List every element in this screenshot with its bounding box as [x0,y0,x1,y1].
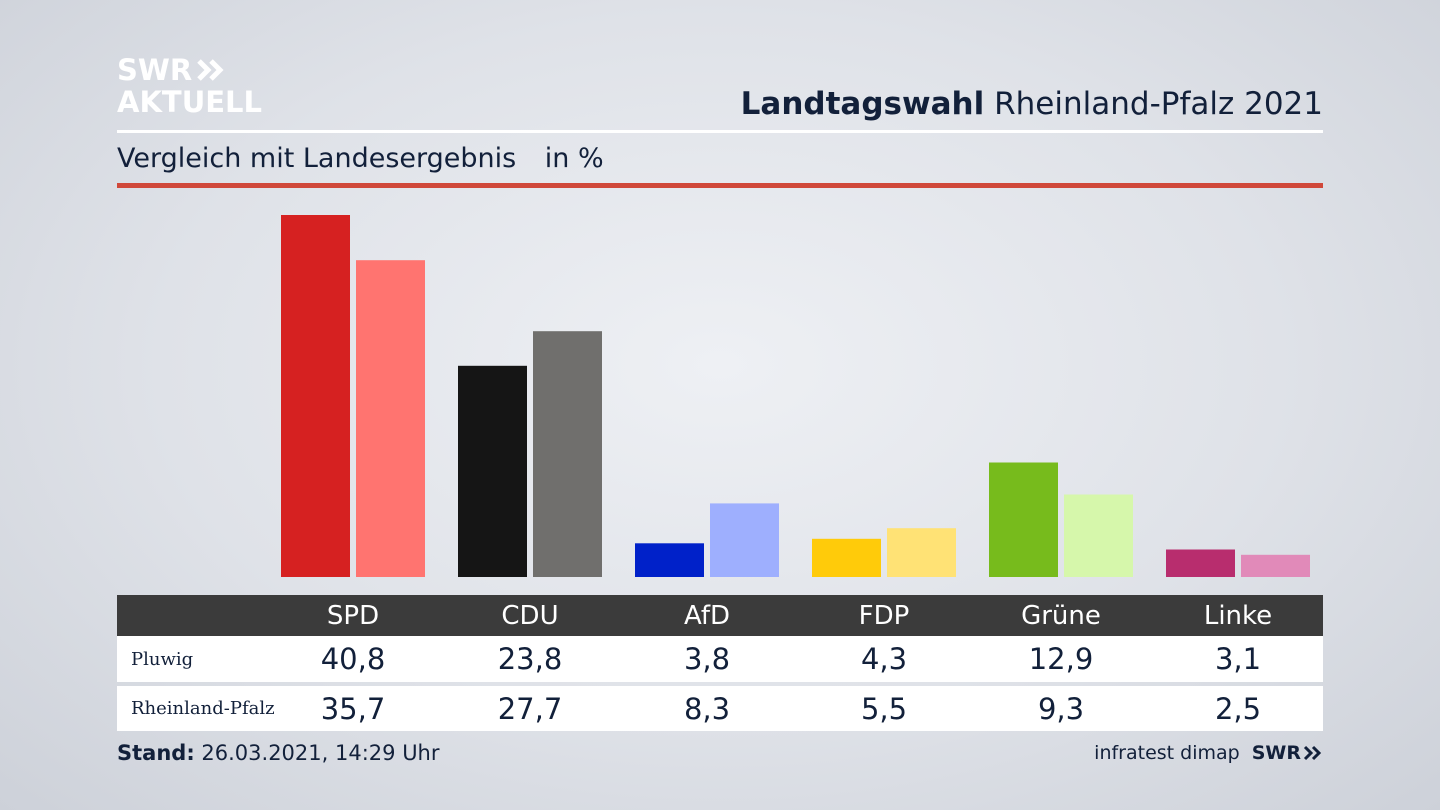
header-cell-cdu: CDU [501,600,559,631]
subtitle-text: Vergleich mit Landesergebnis [117,143,517,174]
header-cell-gruene: Grüne [1021,600,1101,631]
value-pluwig-fdp: 4,3 [860,642,908,676]
title-bold: Landtagswahl [740,86,985,122]
bar-gruene-rheinland-pfalz [1064,494,1133,577]
bar-afd-rheinland-pfalz [710,503,779,577]
value-rlp-linke: 2,5 [1214,691,1262,726]
title-rest: Rheinland-Pfalz 2021 [994,86,1323,122]
header-cell-afd: AfD [683,600,731,631]
value-pluwig-spd: 40,8 [320,642,386,676]
row-label-rheinland-pfalz: Rheinland-Pfalz [131,698,275,719]
value-rlp-afd: 8,3 [683,691,731,726]
value-rlp-cdu: 27,7 [497,691,563,726]
unit-label: in % [544,143,604,174]
row-label-pluwig: Pluwig [131,648,194,670]
header-cell-spd: SPD [326,600,380,631]
bar-fdp-pluwig [812,538,881,577]
bar-linke-pluwig [1166,549,1235,577]
value-pluwig-cdu: 23,8 [497,642,563,676]
source-text: infratest dimap [1094,742,1240,764]
logo-swr-text: SWR [117,53,193,87]
value-pluwig-afd: 3,8 [683,642,731,676]
page-title: Landtagswahl Rheinland-Pfalz 2021 [741,86,1323,122]
header-cell-linke: Linke [1203,600,1273,631]
logo-aktuell-text: AKTUELL [117,85,263,119]
swr-footer-logo: SWR [1252,742,1323,764]
subtitle-divider [117,183,1323,188]
bar-gruene-pluwig [989,462,1058,577]
results-table: SPD CDU AfD FDP Grüne Linke Pluwig 40,8 … [117,595,1323,731]
table-header: SPD CDU AfD FDP Grüne Linke [117,595,1323,636]
header-cell-fdp: FDP [858,600,910,631]
bar-linke-rheinland-pfalz [1241,554,1310,577]
swr-aktuell-logo: SWR AKTUELL [117,54,262,118]
table-row-rheinland-pfalz: Rheinland-Pfalz 35,7 27,7 8,3 5,5 9,3 2,… [117,686,1323,731]
double-chevron-icon [1303,745,1322,761]
value-pluwig-gruene: 12,9 [1028,642,1094,676]
value-rlp-gruene: 9,3 [1037,691,1085,726]
bar-cdu-rheinland-pfalz [533,331,602,577]
bar-spd-rheinland-pfalz [356,260,425,577]
timestamp: Stand: 26.03.2021, 14:29 Uhr [117,741,440,765]
bar-fdp-rheinland-pfalz [887,528,956,577]
bar-afd-pluwig [635,543,704,577]
header-divider [117,130,1323,133]
swr-footer-text: SWR [1251,742,1301,764]
stand-value: 26.03.2021, 14:29 Uhr [201,741,440,765]
table-row-pluwig: Pluwig 40,8 23,8 3,8 4,3 12,9 3,1 [117,636,1323,682]
double-chevron-icon [197,59,224,81]
value-pluwig-linke: 3,1 [1214,642,1262,676]
bar-cdu-pluwig [458,365,527,577]
value-rlp-fdp: 5,5 [860,691,908,726]
source-credit: infratest dimap SWR [1094,742,1323,764]
stand-label: Stand: [117,741,195,765]
value-rlp-spd: 35,7 [320,691,386,726]
bar-spd-pluwig [281,215,350,577]
chart-subtitle: Vergleich mit Landesergebnis in % [117,143,604,174]
